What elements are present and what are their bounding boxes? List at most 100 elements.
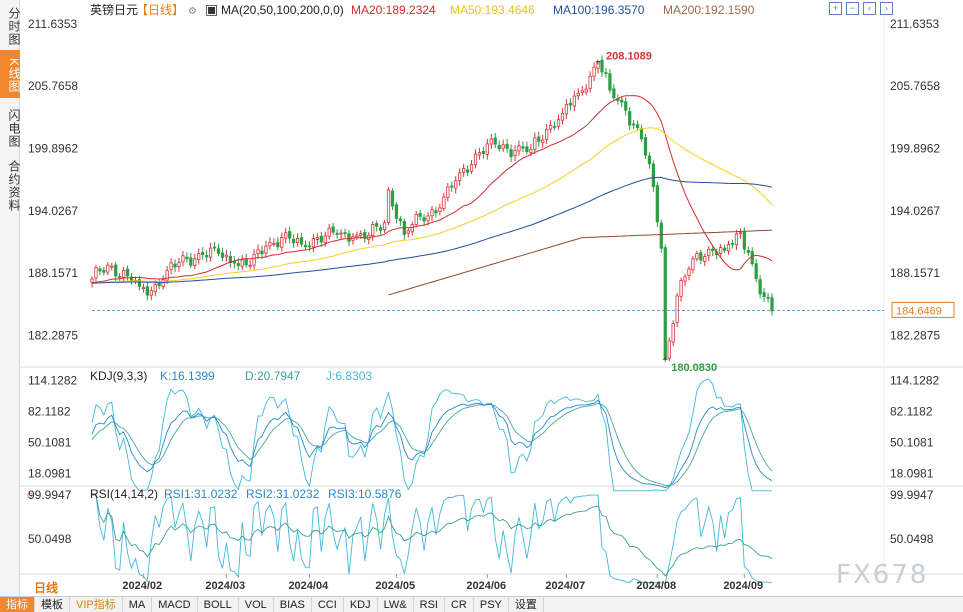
bottom-tab-indicators[interactable]: 指标 (0, 596, 35, 612)
bottom-tab-vol[interactable]: VOL (239, 596, 274, 612)
candle-body (758, 279, 762, 295)
bottom-tab-vip[interactable]: VIP指标 (70, 596, 123, 612)
bottom-tab-lw[interactable]: LW& (378, 596, 414, 612)
candle-body (390, 190, 395, 207)
sidebar: 分时图 K线图 闪电图 合约资料 (0, 0, 21, 596)
pan-left-icon[interactable]: ‹ (863, 2, 876, 15)
candle-body (738, 231, 742, 235)
sun-icon[interactable]: ☼ (25, 489, 35, 501)
candle-body (501, 144, 505, 149)
candle-body (580, 90, 584, 93)
ma200-line (388, 229, 773, 296)
current-price-box (891, 301, 955, 318)
bottom-tab-rsi[interactable]: RSI (414, 596, 445, 612)
candle-body (465, 169, 470, 173)
settings-icon[interactable]: ⚙ (188, 6, 197, 17)
candle-body (208, 247, 213, 258)
candle-body (695, 253, 699, 260)
ma-toggle-icon[interactable]: ▣ (205, 1, 218, 17)
candle-body (216, 248, 221, 254)
candle-body (280, 237, 284, 248)
price-tick-left: 199.8962 (28, 141, 78, 155)
price-tick-left: 194.0267 (28, 204, 78, 218)
chart-area[interactable]: 184.6469 +208.1089 +180.0830 211.6353 211.6… (20, 0, 963, 596)
candle-body (122, 269, 126, 278)
price-tick-right: 188.1571 (890, 266, 940, 280)
candle-body (505, 143, 509, 149)
kdj-tick-left: 114.1282 (28, 374, 77, 388)
candle-body (584, 88, 588, 93)
x-tick-label: 2024/04 (288, 580, 329, 592)
candle-body (323, 235, 327, 244)
period-button[interactable]: 日线 (34, 581, 59, 595)
bottom-tab-ma[interactable]: MA (123, 596, 153, 612)
candle-body (169, 262, 173, 270)
candle-body (201, 251, 205, 255)
candle-body (671, 323, 675, 343)
bottom-tab-psy[interactable]: PSY (474, 596, 509, 612)
candle-body (667, 340, 671, 359)
candle-body (347, 233, 351, 242)
candle-body (98, 268, 102, 272)
candle-body (224, 254, 229, 258)
ma20-line (91, 95, 773, 284)
candle-body (473, 153, 478, 166)
candle-body (521, 146, 525, 149)
kdj-tick-right: 82.1182 (890, 404, 933, 418)
bottom-tab-bias[interactable]: BIAS (274, 596, 312, 612)
candle-body (153, 284, 157, 293)
kdj-tick-left: 18.0981 (28, 466, 72, 480)
zoom-in-icon[interactable]: + (829, 2, 842, 15)
tab-flash-chart[interactable]: 闪电图 (7, 108, 21, 148)
bottom-tab-boll[interactable]: BOLL (198, 596, 239, 612)
candle-body (675, 295, 679, 323)
bottom-tab-settings[interactable]: 设置 (509, 596, 544, 612)
tab-contract-info[interactable]: 合约资料 (7, 160, 21, 212)
candle-body (722, 247, 727, 251)
x-tick-label: 2024/08 (636, 580, 676, 592)
candle-body (596, 61, 600, 69)
price-tick-left: 182.2875 (28, 328, 78, 342)
bottom-toolbar: 指标 模板 VIP指标 MA MACD BOLL VOL BIAS CCI KD… (0, 596, 963, 612)
rsi-tick-right: 50.0498 (890, 532, 934, 546)
candle-body (430, 209, 434, 217)
bottom-tab-macd[interactable]: MACD (152, 596, 198, 612)
candle-body (295, 238, 300, 243)
candle-body (149, 290, 153, 296)
candle-body (181, 255, 185, 263)
candle-body (418, 213, 422, 217)
candle-body (276, 241, 280, 248)
candle-body (592, 66, 596, 77)
candle-body (272, 243, 276, 245)
candle-body (442, 196, 446, 209)
candle-body (438, 207, 442, 213)
low-marker-icon: + (662, 355, 668, 366)
x-tick-label: 2024/07 (545, 580, 585, 592)
bottom-tab-templates[interactable]: 模板 (35, 596, 70, 612)
rsi-tick-right: 99.9947 (890, 488, 934, 502)
candle-body (102, 269, 106, 273)
pan-right-icon[interactable]: › (880, 2, 893, 15)
price-tick-left: 205.7658 (28, 79, 78, 93)
candle-body (248, 264, 252, 267)
bottom-tab-cci[interactable]: CCI (312, 596, 344, 612)
candle-body (548, 124, 553, 130)
tab-kline-chart[interactable]: K线图 (0, 50, 21, 98)
bottom-tab-kdj[interactable]: KDJ (344, 596, 378, 612)
low-annotation: 180.0830 (671, 362, 717, 374)
candle-body (493, 137, 497, 145)
candle-body (600, 59, 604, 73)
zoom-out-icon[interactable]: − (846, 2, 859, 15)
ma100-value: MA100:196.3570 (553, 3, 645, 17)
kdj-k-value: K:16.1399 (160, 369, 215, 383)
candle-body (292, 238, 296, 244)
candle-body (264, 245, 268, 254)
candle-body (327, 227, 331, 237)
candle-body (193, 258, 197, 266)
candle-body (746, 250, 750, 253)
price-tick-left: 211.6353 (28, 17, 77, 31)
tab-time-chart[interactable]: 分时图 (7, 6, 21, 46)
candle-body (141, 287, 146, 290)
bottom-tab-cr[interactable]: CR (445, 596, 474, 612)
candle-body (485, 143, 489, 155)
